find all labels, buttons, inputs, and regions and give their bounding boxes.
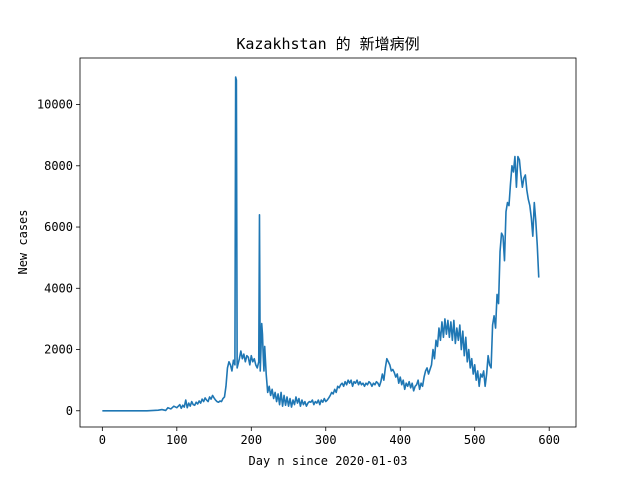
y-tick-label: 0: [66, 404, 73, 418]
x-tick-label: 500: [464, 433, 486, 447]
y-tick-label: 8000: [44, 159, 73, 173]
y-tick-label: 2000: [44, 343, 73, 357]
x-tick-label: 100: [166, 433, 188, 447]
x-tick-label: 300: [315, 433, 337, 447]
x-tick-label: 400: [389, 433, 411, 447]
y-tick-label: 6000: [44, 220, 73, 234]
x-tick-label: 0: [99, 433, 106, 447]
x-tick-label: 200: [240, 433, 262, 447]
chart-title: Kazakhstan 的 新增病例: [236, 35, 419, 53]
x-axis-label: Day n since 2020-01-03: [249, 454, 408, 468]
x-tick-label: 600: [538, 433, 560, 447]
y-tick-label: 4000: [44, 281, 73, 295]
y-tick-label: 10000: [37, 98, 73, 112]
y-axis-label: New cases: [16, 209, 30, 274]
